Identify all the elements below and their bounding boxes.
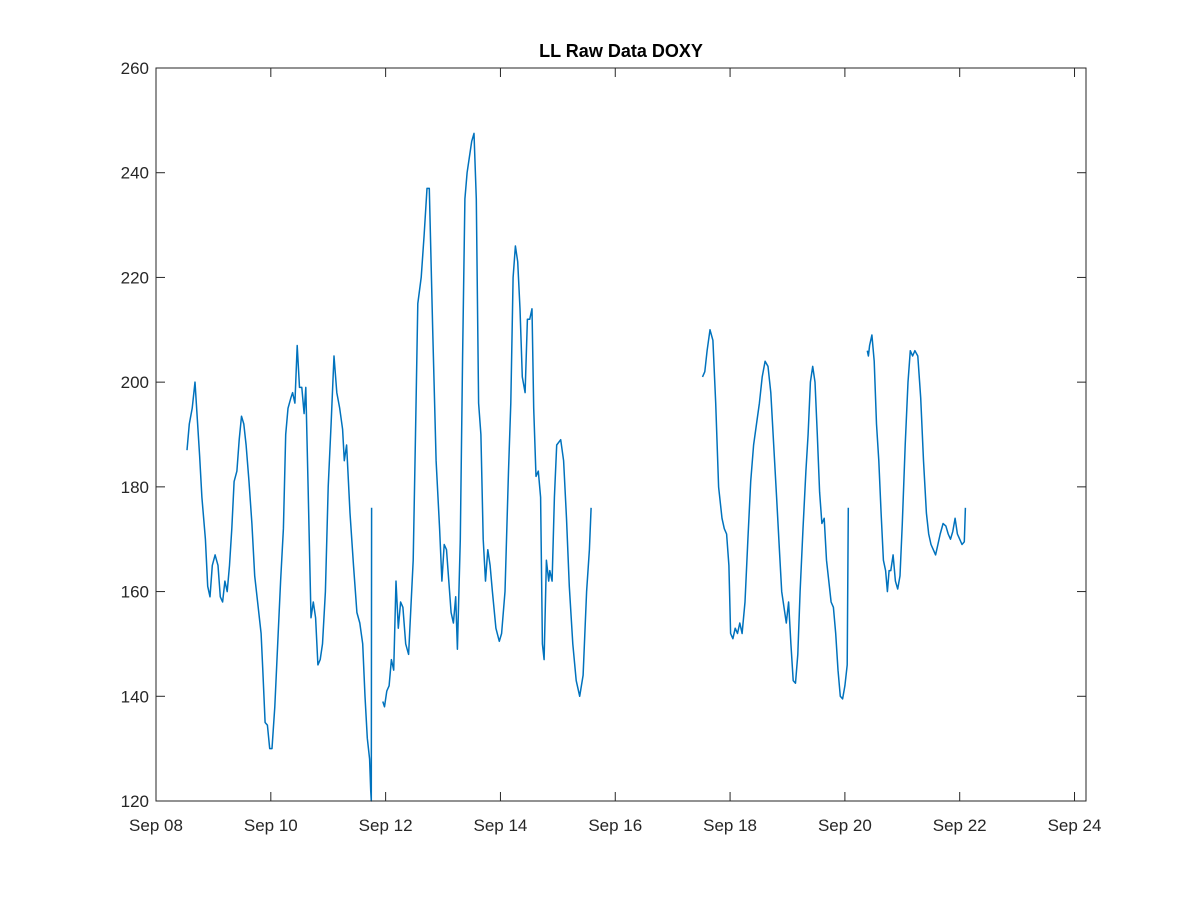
plot-background — [156, 68, 1086, 801]
axes-layer: Sep 08 Sep 10 Sep 12 Sep 14 Sep 16 Sep 18 Sep … — [121, 59, 1102, 835]
y-tick-label: 220 — [121, 268, 149, 287]
x-tick-label: Sep 12 — [359, 816, 413, 835]
y-tick-label: 160 — [121, 583, 149, 602]
series-line-segment-3 — [701, 329, 850, 700]
series-line-segment-2 — [382, 132, 592, 708]
series-layer — [186, 132, 967, 802]
x-tick-label: Sep 10 — [244, 816, 298, 835]
x-tick-label: Sep 16 — [588, 816, 642, 835]
x-tick-label: Sep 14 — [473, 816, 527, 835]
x-tick-label: Sep 20 — [818, 816, 872, 835]
x-tick-label: Sep 18 — [703, 816, 757, 835]
x-tick-label: Sep 24 — [1048, 816, 1102, 835]
y-tick-label: 260 — [121, 59, 149, 78]
y-tick-label: 200 — [121, 373, 149, 392]
chart-title: LL Raw Data DOXY — [539, 41, 703, 61]
x-tick-label: Sep 08 — [129, 816, 183, 835]
y-tick-label: 140 — [121, 687, 149, 706]
y-tick-label: 180 — [121, 478, 149, 497]
axes-box — [155, 67, 1087, 802]
series-line-segment-4 — [866, 334, 967, 593]
x-tick-label: Sep 22 — [933, 816, 987, 835]
y-tick-label: 240 — [121, 164, 149, 183]
y-tick-label: 120 — [121, 792, 149, 811]
series-line-segment-1 — [186, 344, 373, 802]
